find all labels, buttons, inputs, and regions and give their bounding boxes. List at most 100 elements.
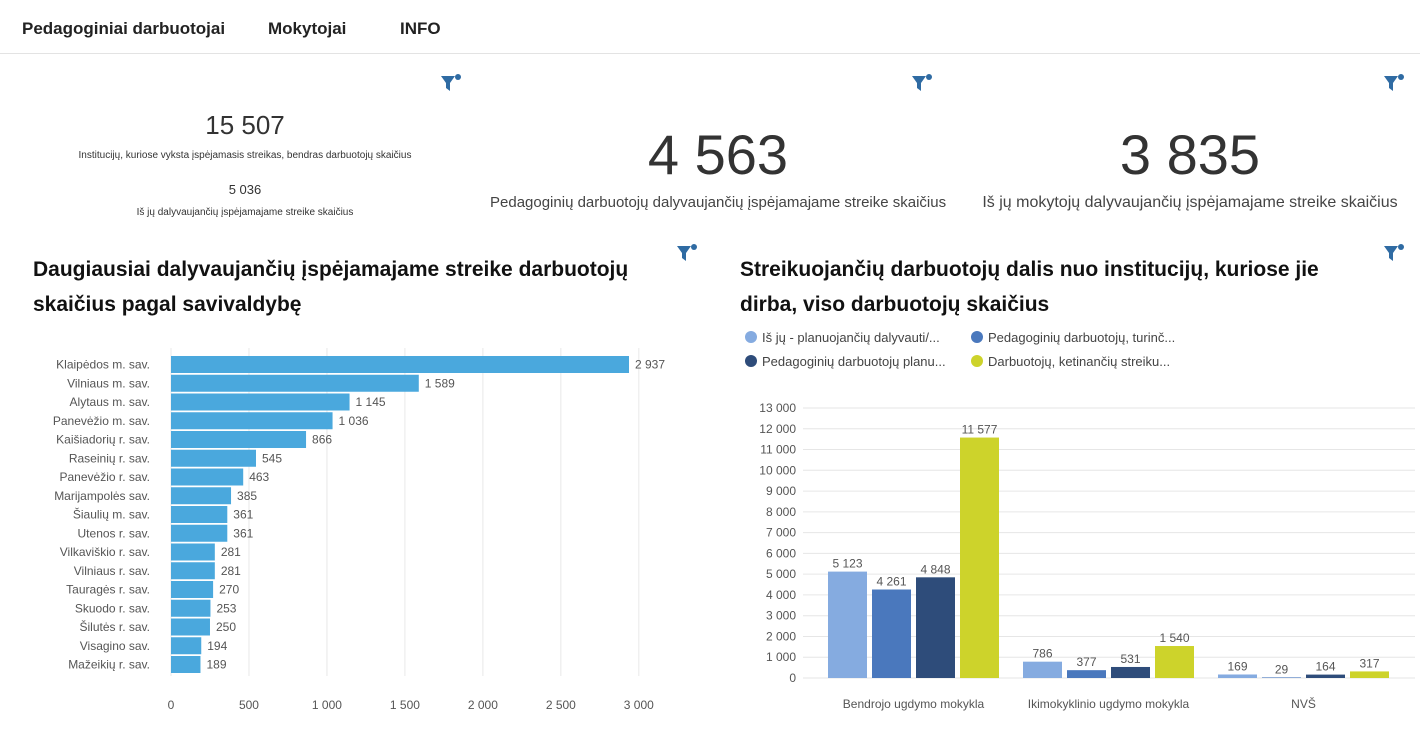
- bar: [171, 637, 202, 655]
- data-label: 29: [1275, 662, 1289, 676]
- data-label: 194: [207, 639, 227, 653]
- tab-info[interactable]: INFO: [400, 19, 441, 38]
- bar: [171, 506, 228, 523]
- kpi-institutions-participating-value: 5 036: [228, 182, 262, 197]
- y-tick-label: 1 000: [766, 650, 796, 664]
- filter-icon[interactable]: [440, 73, 462, 95]
- bar: [171, 393, 350, 411]
- y-tick-label: 11 000: [760, 443, 796, 457]
- category-label: Tauragės r. sav.: [66, 583, 150, 597]
- category-label: Mažeikių r. sav.: [68, 658, 150, 672]
- y-tick-label: 0: [789, 671, 796, 685]
- left-chart-title: Daugiausiai dalyvaujančių įspėjamajame s…: [33, 258, 629, 316]
- bar: [171, 543, 215, 561]
- x-tick-label: 500: [239, 698, 259, 712]
- category-label: Raseinių r. sav.: [69, 451, 150, 465]
- bar: [960, 437, 999, 678]
- filter-icon[interactable]: [911, 73, 933, 95]
- kpi-institutions-total-label: Institucijų, kuriose vyksta įspėjamasis …: [78, 150, 412, 161]
- legend-dot: [745, 331, 757, 343]
- bar: [171, 412, 333, 430]
- legend-item[interactable]: Pedagoginių darbuotojų planu...: [745, 354, 946, 369]
- bar: [828, 571, 867, 678]
- x-tick-label: 2 000: [468, 698, 498, 712]
- tab-pedagoginiai-darbuotojai[interactable]: Pedagoginiai darbuotojai: [22, 19, 226, 38]
- legend-item[interactable]: Darbuotojų, ketinančių streiku...: [971, 354, 1170, 369]
- category-label: Panevėžio r. sav.: [60, 470, 151, 484]
- kpi-teachers-label: Iš jų mokytojų dalyvaujančių įspėjamajam…: [982, 194, 1398, 211]
- kpi-teachers-value: 3 835: [1119, 123, 1261, 186]
- legend-label: Pedagoginių darbuotojų planu...: [762, 354, 946, 369]
- legend-dot: [971, 331, 983, 343]
- y-tick-label: 9 000: [766, 484, 796, 498]
- bar: [1218, 674, 1257, 678]
- data-label: 5 123: [832, 557, 862, 571]
- data-label: 545: [262, 451, 282, 465]
- bar: [171, 449, 256, 467]
- category-label: Utenos r. sav.: [78, 526, 150, 540]
- data-label: 866: [312, 433, 332, 447]
- bar: [171, 487, 232, 505]
- filter-icon[interactable]: [1383, 73, 1405, 95]
- bar: [171, 356, 629, 373]
- data-label: 250: [216, 620, 236, 634]
- x-tick-label: 1 500: [390, 698, 420, 712]
- legend-item[interactable]: Pedagoginių darbuotojų, turinč...: [971, 330, 1175, 345]
- data-label: 189: [206, 658, 226, 672]
- bar: [1111, 666, 1150, 678]
- y-tick-label: 2 000: [766, 629, 796, 643]
- y-tick-label: 5 000: [766, 567, 796, 581]
- y-tick-label: 12 000: [759, 422, 796, 436]
- data-label: 281: [221, 545, 241, 559]
- filter-icon[interactable]: [676, 243, 698, 265]
- bar: [1262, 677, 1301, 678]
- category-label: Ikimokyklinio ugdymo mokykla: [1028, 697, 1190, 711]
- category-label: Marijampolės sav.: [54, 489, 150, 503]
- legend-label: Pedagoginių darbuotojų, turinč...: [988, 330, 1176, 345]
- x-tick-label: 1 000: [312, 698, 342, 712]
- data-label: 377: [1076, 655, 1096, 669]
- right-chart-title: Streikuojančių darbuotojų dalis nuo inst…: [740, 258, 1319, 316]
- data-label: 4 261: [876, 575, 906, 589]
- data-label: 169: [1227, 659, 1247, 673]
- data-label: 1 145: [356, 395, 386, 409]
- bar: [916, 577, 955, 678]
- category-label: Vilniaus m. sav.: [67, 376, 150, 390]
- data-label: 531: [1120, 652, 1140, 666]
- data-label: 361: [233, 508, 253, 522]
- legend-item[interactable]: Iš jų - planuojančių dalyvauti/...: [745, 330, 940, 345]
- x-tick-label: 2 500: [546, 698, 576, 712]
- data-label: 2 937: [635, 358, 665, 372]
- bar: [171, 581, 214, 598]
- data-label: 1 036: [339, 414, 369, 428]
- kpi-institutions-participating-label: Iš jų dalyvaujančių įspėjamajame streike…: [136, 207, 354, 218]
- y-tick-label: 7 000: [766, 526, 796, 540]
- y-tick-label: 4 000: [766, 588, 796, 602]
- kpi-institutions-total-value: 15 507: [205, 110, 285, 140]
- category-label: Visagino sav.: [80, 639, 150, 653]
- category-label: Skuodo r. sav.: [75, 601, 150, 615]
- bar: [171, 431, 307, 448]
- legend-dot: [745, 355, 757, 367]
- x-tick-label: 3 000: [624, 698, 654, 712]
- data-label: 11 577: [962, 423, 998, 437]
- chart-legend: Iš jų - planuojančių dalyvauti/... Pedag…: [745, 330, 1265, 374]
- data-label: 281: [221, 564, 241, 578]
- data-label: 463: [249, 470, 269, 484]
- y-tick-label: 13 000: [759, 401, 796, 415]
- data-label: 164: [1315, 660, 1335, 674]
- category-label: Klaipėdos m. sav.: [56, 358, 150, 372]
- y-tick-label: 10 000: [759, 463, 796, 477]
- category-label: Vilniaus r. sav.: [74, 564, 150, 578]
- tab-mokytojai[interactable]: Mokytojai: [268, 19, 347, 38]
- y-tick-label: 6 000: [766, 546, 796, 560]
- y-tick-label: 3 000: [766, 609, 796, 623]
- data-label: 253: [216, 601, 236, 615]
- category-label: NVŠ: [1291, 696, 1316, 711]
- data-label: 385: [237, 489, 257, 503]
- legend-label: Darbuotojų, ketinančių streiku...: [988, 354, 1171, 369]
- filter-icon[interactable]: [1383, 243, 1405, 265]
- bar: [1067, 670, 1106, 678]
- category-label: Vilkaviškio r. sav.: [60, 545, 150, 559]
- category-label: Alytaus m. sav.: [70, 395, 150, 409]
